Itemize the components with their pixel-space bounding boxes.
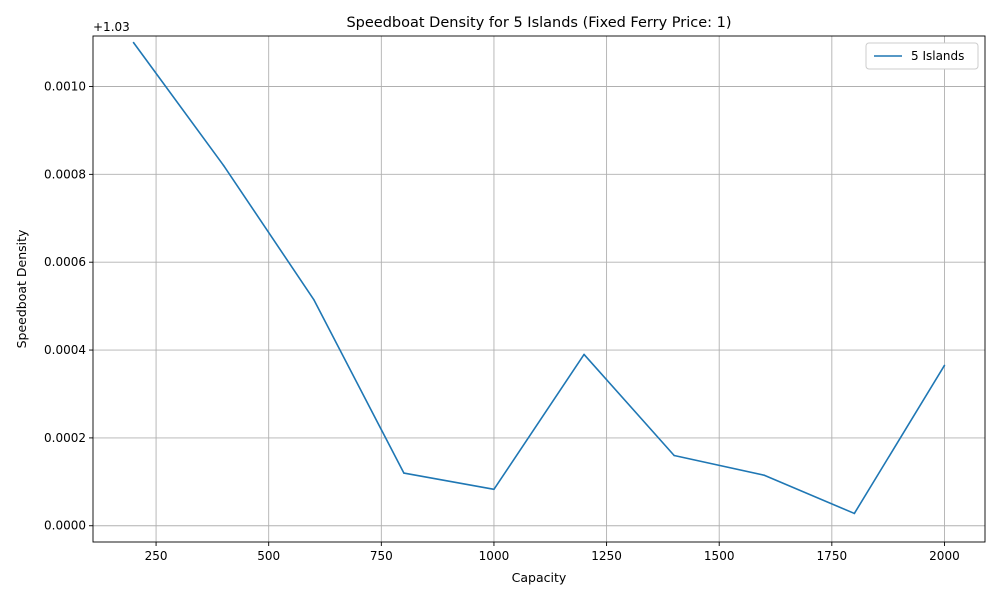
data-point bbox=[763, 474, 766, 477]
x-tick-label: 1750 bbox=[817, 549, 848, 563]
x-tick-label: 1500 bbox=[704, 549, 735, 563]
y-tick-label: 0.0002 bbox=[44, 431, 86, 445]
data-point bbox=[222, 164, 225, 167]
grid bbox=[93, 36, 985, 542]
x-tick-label: 750 bbox=[370, 549, 393, 563]
legend: 5 Islands bbox=[865, 42, 979, 70]
y-axis-title: Speedboat Density bbox=[14, 229, 29, 348]
series-layer bbox=[132, 41, 946, 515]
x-tick-label: 2000 bbox=[929, 549, 960, 563]
data-point bbox=[493, 488, 495, 491]
legend-box bbox=[865, 42, 979, 70]
y-axis-offset-label: +1.03 bbox=[93, 20, 130, 34]
data-point bbox=[943, 364, 946, 367]
series-line bbox=[132, 42, 946, 515]
x-tick-label: 1000 bbox=[479, 549, 510, 563]
data-point bbox=[853, 512, 856, 515]
data-point bbox=[583, 353, 585, 356]
x-axis-title: Capacity bbox=[512, 570, 567, 585]
x-tick-label: 1250 bbox=[591, 549, 622, 563]
ticks: 250 500 750 1000 1250 1500 1750 2000 0.0000 0.000… bbox=[44, 80, 960, 563]
y-tick-label: 0.0006 bbox=[44, 255, 86, 269]
x-tick-label: 250 bbox=[145, 549, 168, 563]
data-point bbox=[132, 41, 135, 44]
y-tick-label: 0.0004 bbox=[44, 343, 86, 357]
y-tick-label: 0.0008 bbox=[44, 167, 86, 181]
data-point bbox=[403, 472, 405, 474]
plot-frame bbox=[92, 35, 986, 543]
data-point bbox=[673, 454, 675, 457]
x-tick-label: 500 bbox=[257, 549, 280, 563]
legend-label: 5 Islands bbox=[911, 49, 964, 63]
y-tick-label: 0.0010 bbox=[44, 80, 86, 94]
data-point bbox=[312, 298, 315, 301]
chart-title: Speedboat Density for 5 Islands (Fixed F… bbox=[346, 15, 731, 31]
y-tick-label: 0.0000 bbox=[44, 519, 86, 533]
